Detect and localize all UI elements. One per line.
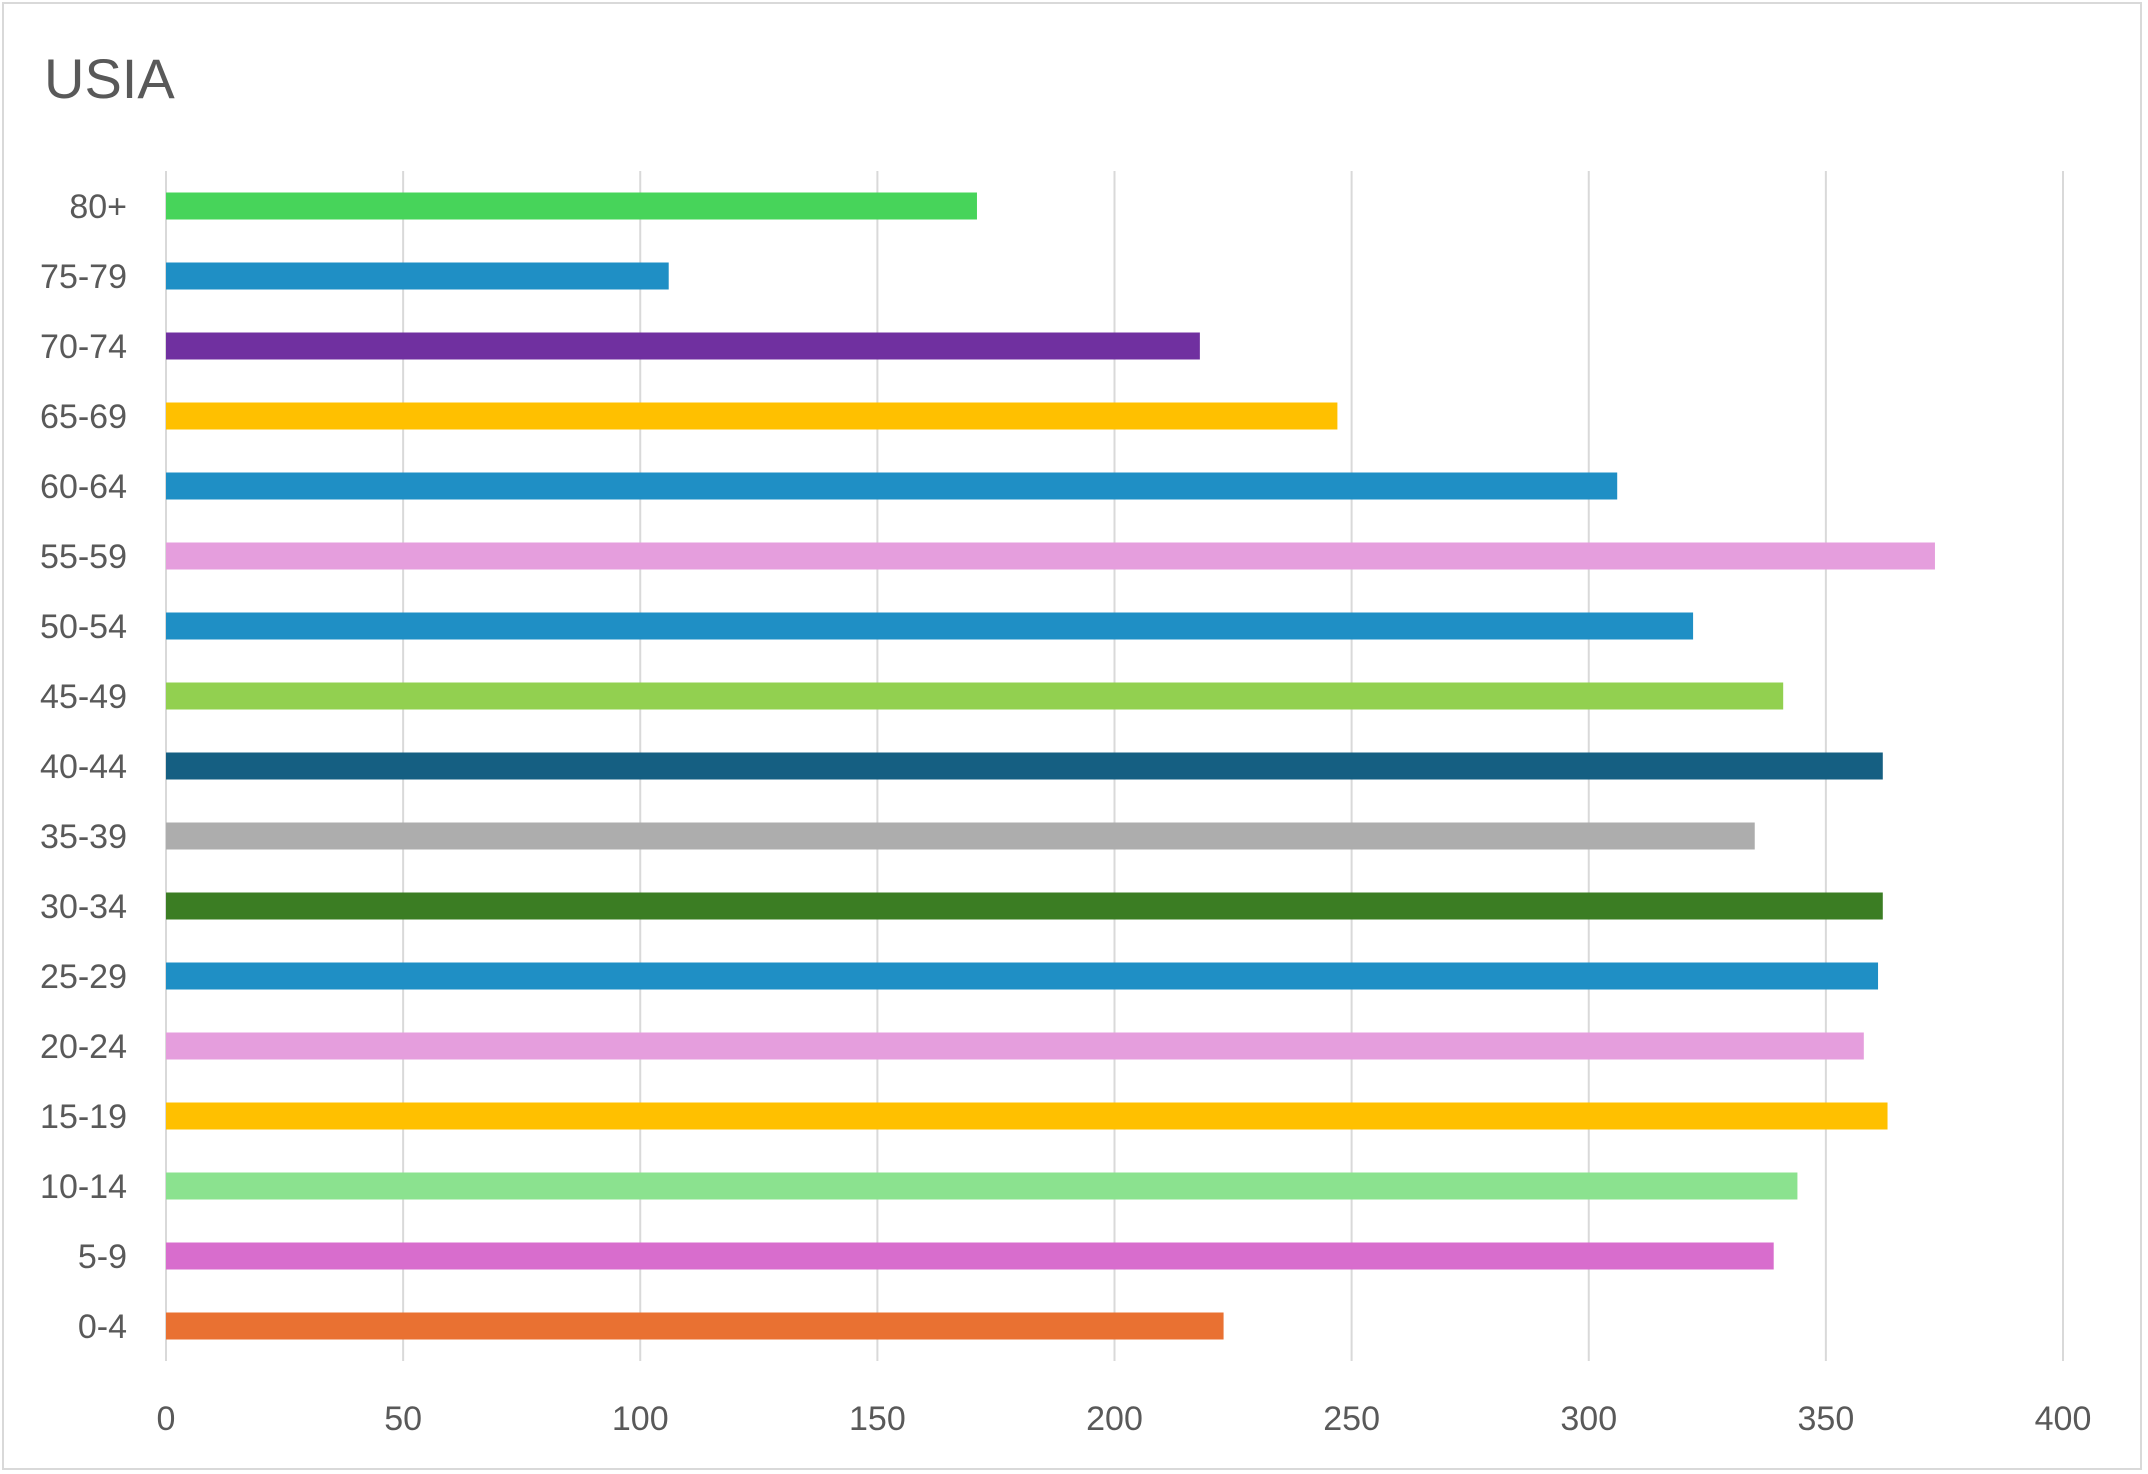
bar-15-19 [166, 1102, 1888, 1130]
category-label: 5-9 [78, 1238, 127, 1276]
category-label: 20-24 [40, 1028, 127, 1066]
bar-30-34 [166, 892, 1883, 920]
category-label: 10-14 [40, 1168, 127, 1206]
bar-75-79 [166, 262, 669, 290]
category-label: 70-74 [40, 328, 127, 366]
x-tick-label: 50 [384, 1400, 422, 1438]
chart-title: USIA [44, 47, 175, 110]
bar-20-24 [166, 1032, 1864, 1060]
x-tick-label: 300 [1560, 1400, 1617, 1438]
bar-70-74 [166, 332, 1200, 360]
category-label: 45-49 [40, 678, 127, 716]
bar-65-69 [166, 402, 1338, 430]
bar-35-39 [166, 822, 1755, 850]
category-label: 65-69 [40, 398, 127, 436]
category-label: 40-44 [40, 748, 127, 786]
x-tick-label: 350 [1798, 1400, 1855, 1438]
x-tick-label: 200 [1086, 1400, 1143, 1438]
x-tick-label: 0 [157, 1400, 176, 1438]
bar-55-59 [166, 542, 1935, 570]
category-label: 25-29 [40, 958, 127, 996]
x-tick-label: 400 [2035, 1400, 2092, 1438]
category-label: 80+ [69, 188, 127, 226]
category-label: 30-34 [40, 888, 127, 926]
category-label: 35-39 [40, 818, 127, 856]
bar-50-54 [166, 612, 1694, 640]
category-label: 50-54 [40, 608, 127, 646]
bars [166, 192, 1935, 1340]
bar-80+ [166, 192, 977, 220]
bar-0-4 [166, 1312, 1224, 1340]
bar-25-29 [166, 962, 1879, 990]
x-tick-label: 100 [612, 1400, 669, 1438]
category-label: 0-4 [78, 1308, 127, 1346]
x-tick-labels: 0 50 100 150 200 250 300 350 400 [157, 1400, 2092, 1438]
x-tick-label: 150 [849, 1400, 906, 1438]
bar-5-9 [166, 1242, 1774, 1270]
bar-40-44 [166, 752, 1883, 780]
category-label: 75-79 [40, 258, 127, 296]
x-tick-label: 250 [1323, 1400, 1380, 1438]
bar-10-14 [166, 1172, 1798, 1200]
category-label: 55-59 [40, 538, 127, 576]
category-label: 60-64 [40, 468, 127, 506]
category-labels: 0-4 5-9 10-14 15-19 20-24 25-29 30-34 35-39 40-4… [40, 188, 127, 1346]
category-label: 15-19 [40, 1098, 127, 1136]
bar-60-64 [166, 472, 1618, 500]
bar-45-49 [166, 682, 1784, 710]
